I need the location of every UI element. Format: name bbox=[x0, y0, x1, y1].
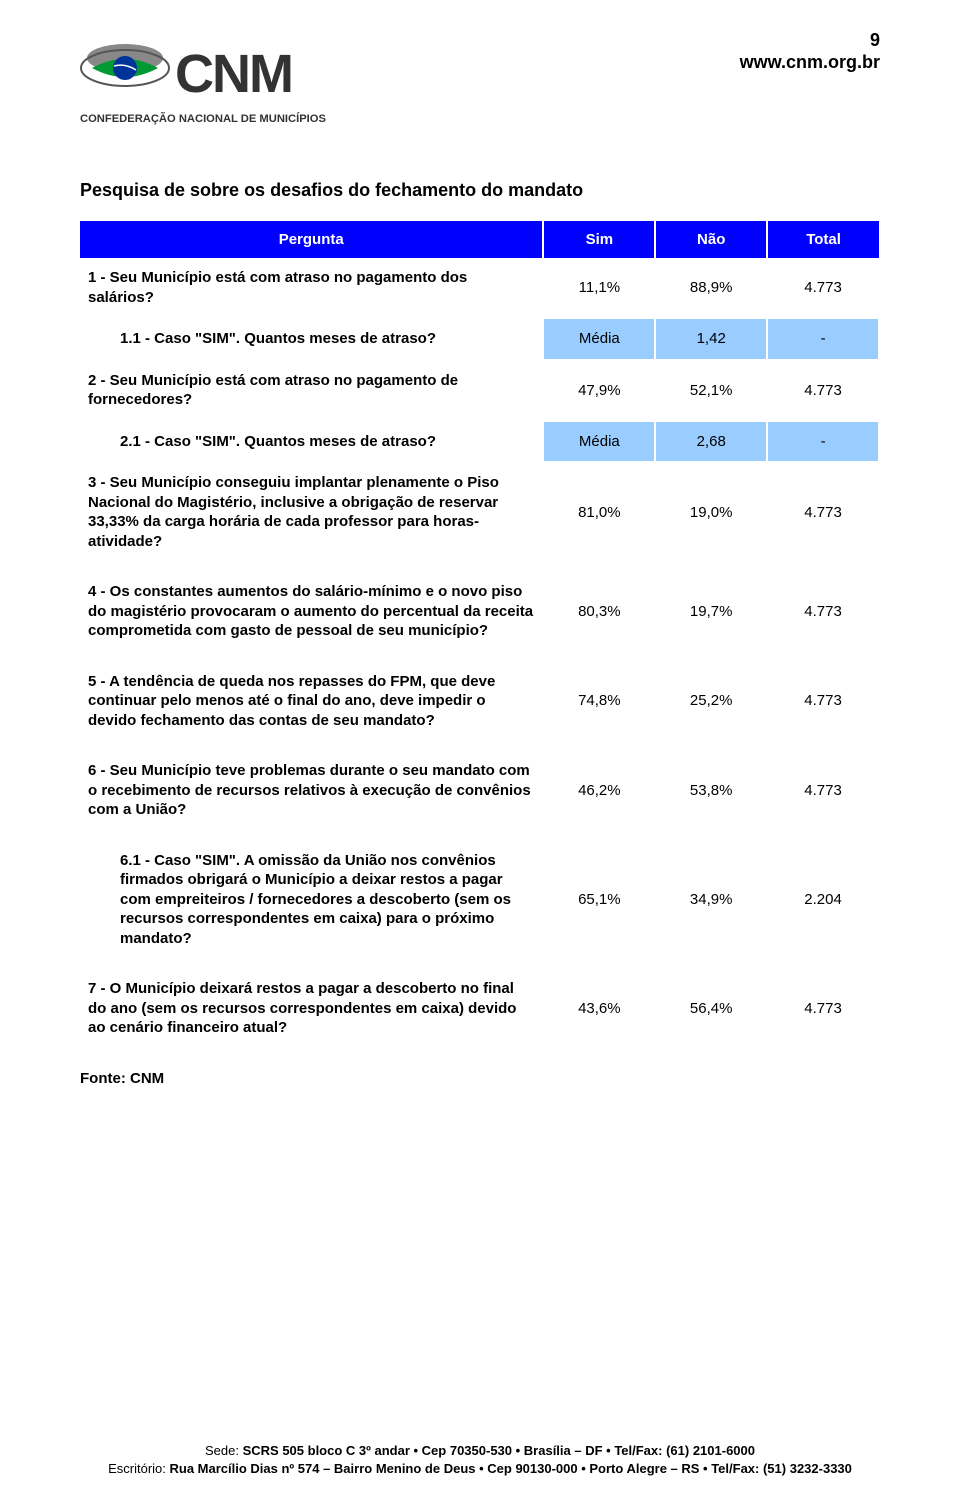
table-row: 6 - Seu Município teve problemas durante… bbox=[80, 751, 879, 831]
question-cell: 3 - Seu Município conseguiu implantar pl… bbox=[80, 462, 543, 562]
table-header-row: Pergunta Sim Não Total bbox=[80, 221, 879, 258]
col-pergunta: Pergunta bbox=[80, 221, 543, 258]
value-cell: - bbox=[767, 421, 879, 463]
fonte-label: Fonte: CNM bbox=[80, 1070, 880, 1087]
page-number: 9 bbox=[870, 30, 880, 51]
table-row: 2 - Seu Município está com atraso no pag… bbox=[80, 360, 879, 421]
table-row: 6.1 - Caso "SIM". A omissão da União nos… bbox=[80, 841, 879, 960]
page-header: CNM CONFEDERAÇÃO NACIONAL DE MUNICÍPIOS … bbox=[80, 30, 880, 150]
value-cell: 52,1% bbox=[655, 360, 767, 421]
value-cell: 56,4% bbox=[655, 969, 767, 1049]
document-title: Pesquisa de sobre os desafios do fechame… bbox=[80, 180, 880, 201]
value-cell: 80,3% bbox=[543, 572, 655, 652]
table-row: 1 - Seu Município está com atraso no pag… bbox=[80, 258, 879, 318]
table-row bbox=[80, 562, 879, 572]
footer-sede-address: SCRS 505 bloco C 3º andar • Cep 70350-53… bbox=[243, 1443, 755, 1458]
col-nao: Não bbox=[655, 221, 767, 258]
value-cell: - bbox=[767, 318, 879, 360]
value-cell: 4.773 bbox=[767, 462, 879, 562]
value-cell: 4.773 bbox=[767, 572, 879, 652]
value-cell: Média bbox=[543, 421, 655, 463]
value-cell: 2.204 bbox=[767, 841, 879, 960]
table-row: 1.1 - Caso "SIM". Quantos meses de atras… bbox=[80, 318, 879, 360]
question-cell: 6 - Seu Município teve problemas durante… bbox=[80, 751, 543, 831]
table-row: 7 - O Município deixará restos a pagar a… bbox=[80, 969, 879, 1049]
footer-escritorio-label: Escritório: bbox=[108, 1461, 169, 1476]
value-cell: 4.773 bbox=[767, 662, 879, 742]
question-cell: 1 - Seu Município está com atraso no pag… bbox=[80, 258, 543, 318]
footer-escritorio-address: Rua Marcílio Dias nº 574 – Bairro Menino… bbox=[170, 1461, 852, 1476]
table-row: 5 - A tendência de queda nos repasses do… bbox=[80, 662, 879, 742]
question-cell: 2.1 - Caso "SIM". Quantos meses de atras… bbox=[80, 421, 543, 463]
survey-table: Pergunta Sim Não Total 1 - Seu Município… bbox=[80, 221, 880, 1050]
svg-text:CNM: CNM bbox=[175, 44, 292, 104]
question-cell: 7 - O Município deixará restos a pagar a… bbox=[80, 969, 543, 1049]
table-row: 4 - Os constantes aumentos do salário-mí… bbox=[80, 572, 879, 652]
value-cell: 74,8% bbox=[543, 662, 655, 742]
cnm-logo: CNM CONFEDERAÇÃO NACIONAL DE MUNICÍPIOS bbox=[80, 30, 360, 130]
value-cell: 2,68 bbox=[655, 421, 767, 463]
col-sim: Sim bbox=[543, 221, 655, 258]
value-cell: 4.773 bbox=[767, 969, 879, 1049]
value-cell: 4.773 bbox=[767, 360, 879, 421]
value-cell: 65,1% bbox=[543, 841, 655, 960]
table-row bbox=[80, 741, 879, 751]
value-cell: 34,9% bbox=[655, 841, 767, 960]
value-cell: 46,2% bbox=[543, 751, 655, 831]
question-cell: 4 - Os constantes aumentos do salário-mí… bbox=[80, 572, 543, 652]
question-cell: 1.1 - Caso "SIM". Quantos meses de atras… bbox=[80, 318, 543, 360]
value-cell: 25,2% bbox=[655, 662, 767, 742]
value-cell: Média bbox=[543, 318, 655, 360]
site-url: www.cnm.org.br bbox=[740, 52, 880, 73]
value-cell: 19,7% bbox=[655, 572, 767, 652]
logo-subtitle: CONFEDERAÇÃO NACIONAL DE MUNICÍPIOS bbox=[80, 112, 326, 125]
value-cell: 88,9% bbox=[655, 258, 767, 318]
value-cell: 53,8% bbox=[655, 751, 767, 831]
footer-sede-label: Sede: bbox=[205, 1443, 243, 1458]
table-row bbox=[80, 959, 879, 969]
table-row: 2.1 - Caso "SIM". Quantos meses de atras… bbox=[80, 421, 879, 463]
question-cell: 6.1 - Caso "SIM". A omissão da União nos… bbox=[80, 841, 543, 960]
value-cell: 4.773 bbox=[767, 258, 879, 318]
table-row bbox=[80, 831, 879, 841]
col-total: Total bbox=[767, 221, 879, 258]
table-row: 3 - Seu Município conseguiu implantar pl… bbox=[80, 462, 879, 562]
value-cell: 47,9% bbox=[543, 360, 655, 421]
value-cell: 19,0% bbox=[655, 462, 767, 562]
value-cell: 11,1% bbox=[543, 258, 655, 318]
question-cell: 2 - Seu Município está com atraso no pag… bbox=[80, 360, 543, 421]
page-footer: Sede: SCRS 505 bloco C 3º andar • Cep 70… bbox=[0, 1442, 960, 1478]
table-row bbox=[80, 652, 879, 662]
value-cell: 4.773 bbox=[767, 751, 879, 831]
value-cell: 81,0% bbox=[543, 462, 655, 562]
question-cell: 5 - A tendência de queda nos repasses do… bbox=[80, 662, 543, 742]
value-cell: 1,42 bbox=[655, 318, 767, 360]
value-cell: 43,6% bbox=[543, 969, 655, 1049]
